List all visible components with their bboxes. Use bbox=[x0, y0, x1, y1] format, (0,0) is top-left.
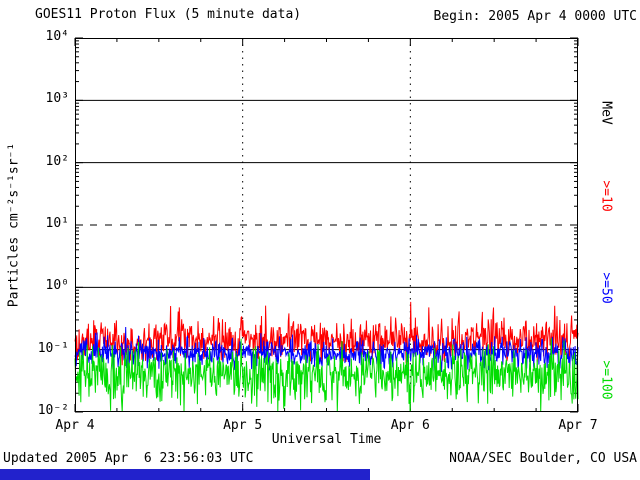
y-tick-label: 10² bbox=[45, 153, 69, 169]
x-tick-label: Apr 4 bbox=[55, 418, 95, 433]
legend-ge100-mev: >=100 bbox=[598, 360, 614, 400]
updated-timestamp: Updated 2005 Apr 6 23:56:03 UTC bbox=[3, 451, 254, 466]
y-axis-label: Particles cm⁻²s⁻¹sr⁻¹ bbox=[6, 142, 22, 308]
y-tick-label: 10⁰ bbox=[45, 278, 69, 294]
plot-area: 10⁴ 10³ 10² 10¹ 10⁰ 10⁻¹ 10⁻² Apr 4 Apr 5 Apr 6 Ap… bbox=[38, 30, 598, 433]
x-axis-label: Universal Time bbox=[271, 432, 382, 447]
legend-ge50-mev: >=50 bbox=[598, 272, 614, 304]
x-tick-label: Apr 6 bbox=[390, 418, 430, 433]
credit-label: NOAA/SEC Boulder, CO USA bbox=[449, 451, 637, 466]
y-tick-label: 10⁴ bbox=[45, 29, 69, 44]
bottom-blue-bar bbox=[0, 469, 370, 480]
x-tick-label: Apr 5 bbox=[223, 418, 263, 433]
chart-title: GOES11 Proton Flux (5 minute data) bbox=[35, 7, 302, 22]
y-tick-label: 10⁻¹ bbox=[37, 340, 69, 356]
axis-frame bbox=[75, 38, 578, 412]
series-line-gege100 bbox=[74, 338, 579, 413]
begin-label: Begin: 2005 Apr 4 0000 UTC bbox=[433, 9, 638, 24]
y-tick-label: 10⁻² bbox=[37, 403, 69, 418]
x-tick-label: Apr 7 bbox=[558, 418, 598, 433]
y-tick-label: 10¹ bbox=[45, 216, 69, 231]
legend-ge10-mev: >=10 bbox=[598, 180, 614, 212]
right-axis-unit-label: MeV bbox=[598, 101, 614, 125]
chart-svg bbox=[74, 37, 579, 413]
y-tick-label: 10³ bbox=[45, 91, 69, 107]
